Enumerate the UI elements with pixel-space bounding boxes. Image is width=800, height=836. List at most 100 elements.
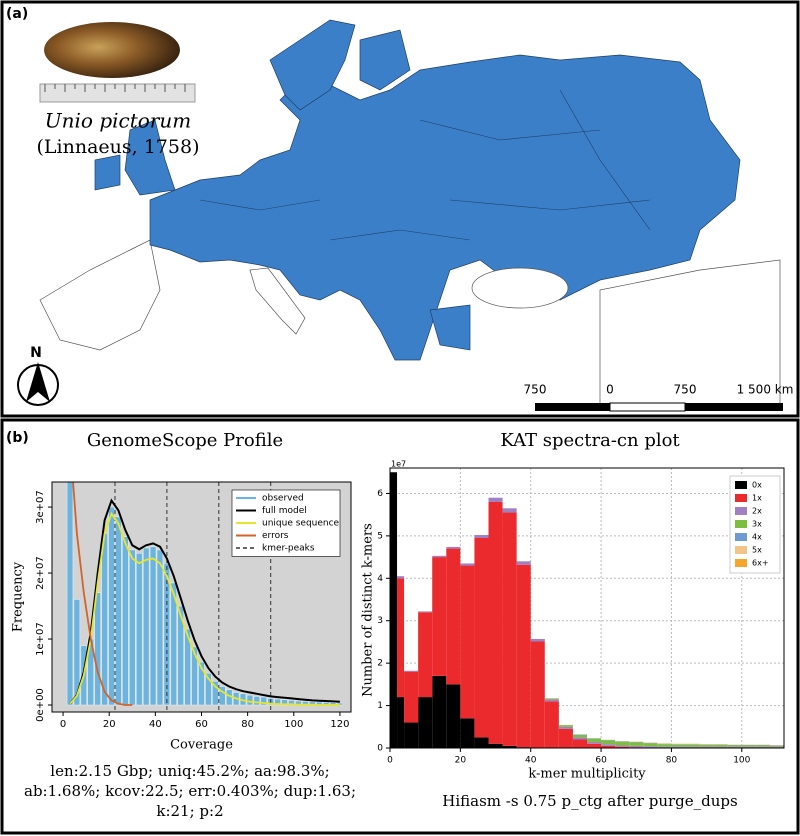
legend-label: 6x+ <box>752 559 769 568</box>
hist-bar <box>671 744 686 747</box>
hist-bar <box>671 746 686 748</box>
hist-bar <box>558 725 573 727</box>
x-tick-label: 40 <box>525 756 537 766</box>
species-authority: (Linnaeus, 1758) <box>37 136 200 158</box>
summary-line: ab:1.68%; kcov:22.5; err:0.403%; dup:1.6… <box>24 782 356 800</box>
observed-bar <box>212 681 219 706</box>
y-axis-label: Frequency <box>11 561 26 632</box>
range-anatolia <box>429 304 471 351</box>
x-axis-label: Coverage <box>170 738 233 753</box>
legend-label: kmer-peaks <box>262 544 315 554</box>
x-tick-label: 100 <box>284 719 303 730</box>
hist-bar <box>713 746 728 748</box>
observed-bar <box>191 646 198 706</box>
hist-bar <box>418 611 433 613</box>
hist-bar <box>572 734 587 738</box>
y-tick-label: 6 <box>377 489 383 499</box>
observed-bar <box>136 553 143 706</box>
hist-bar <box>502 745 517 748</box>
panel-label: (b) <box>6 430 29 446</box>
hist-bar <box>502 512 517 746</box>
y-tick-label: 4 <box>377 574 383 584</box>
hist-bar <box>727 746 742 748</box>
range-britain <box>124 119 176 196</box>
hist-bar <box>558 726 573 729</box>
hist-bar <box>741 746 756 748</box>
north-arrow <box>26 362 50 402</box>
hist-bar <box>769 745 784 747</box>
plot-area <box>390 472 784 748</box>
map <box>39 19 781 411</box>
hist-bar <box>502 508 517 513</box>
hist-bar <box>727 745 742 747</box>
hist-bar <box>404 671 419 723</box>
hist-bar <box>769 746 784 748</box>
y-tick-label: 5 <box>377 531 383 541</box>
scale-bar <box>609 402 686 412</box>
north-label: N <box>30 345 42 361</box>
ruler-ticks <box>44 84 186 92</box>
hist-bar <box>587 738 602 743</box>
observed-bar <box>115 516 122 706</box>
observed-bar <box>274 698 281 706</box>
observed-bar <box>94 592 101 706</box>
hist-bar <box>418 697 433 748</box>
legend-swatch <box>735 546 747 554</box>
observed-bar <box>108 506 115 706</box>
range-finland <box>359 29 411 91</box>
range-ireland <box>94 154 121 191</box>
x-tick-label: 80 <box>241 719 254 730</box>
series-line <box>69 511 340 706</box>
hist-bar <box>601 740 616 745</box>
observed-bar <box>336 702 344 706</box>
summary-line: len:2.15 Gbp; uniq:45.2%; aa:98.3%; <box>50 762 329 780</box>
hist-bar <box>530 638 545 642</box>
hist-bar <box>685 746 700 748</box>
y-tick-label: 0 <box>377 744 383 754</box>
plot-area <box>66 482 344 712</box>
x-tick-label: 60 <box>595 756 607 766</box>
mussel-photo <box>44 22 180 78</box>
hist-bar <box>544 699 559 702</box>
hist-bar <box>432 675 447 748</box>
legend-swatch <box>735 481 747 489</box>
hist-bar <box>460 718 475 748</box>
land <box>249 267 306 335</box>
hist-bar <box>404 722 419 748</box>
basin-borders <box>199 89 651 241</box>
scale-label: 0 <box>606 383 614 397</box>
hist-bar <box>601 745 616 748</box>
legend-swatch <box>735 559 747 567</box>
x-tick-label: 100 <box>733 756 750 766</box>
observed-bar <box>129 549 136 706</box>
y-tick-label: 0e+00 <box>35 688 46 722</box>
chart-title: KAT spectra-cn plot <box>500 430 680 451</box>
hist-bar <box>474 737 489 748</box>
hist-bar <box>397 697 405 748</box>
chart-title: GenomeScope Profile <box>87 430 283 451</box>
ruler <box>39 83 196 103</box>
plot-frame <box>389 467 785 749</box>
x-tick-label: 40 <box>149 719 162 730</box>
y-tick-label: 1e+07 <box>35 622 46 656</box>
legend-swatch <box>735 520 747 528</box>
hist-bar <box>643 743 658 747</box>
hist-bar <box>488 501 503 744</box>
y-tick-label: 1 <box>377 701 383 711</box>
x-tick-label: 0 <box>387 756 393 766</box>
observed-bar <box>260 696 267 706</box>
summary-line: k:21; p:2 <box>156 802 223 820</box>
observed-bar <box>198 661 205 706</box>
hist-bar <box>404 670 419 672</box>
legend-label: errors <box>262 531 289 541</box>
observed-bar <box>122 536 129 706</box>
legend-swatch <box>735 533 747 541</box>
panel-a: (a) Unio pictorum (Linnaeus, 1758) N 750… <box>0 0 800 418</box>
series-line <box>72 482 133 706</box>
observed-bar <box>163 562 171 706</box>
hist-bar <box>432 557 447 676</box>
observed-bar <box>253 696 261 706</box>
hist-bar <box>699 746 714 748</box>
hist-bar <box>474 538 489 738</box>
